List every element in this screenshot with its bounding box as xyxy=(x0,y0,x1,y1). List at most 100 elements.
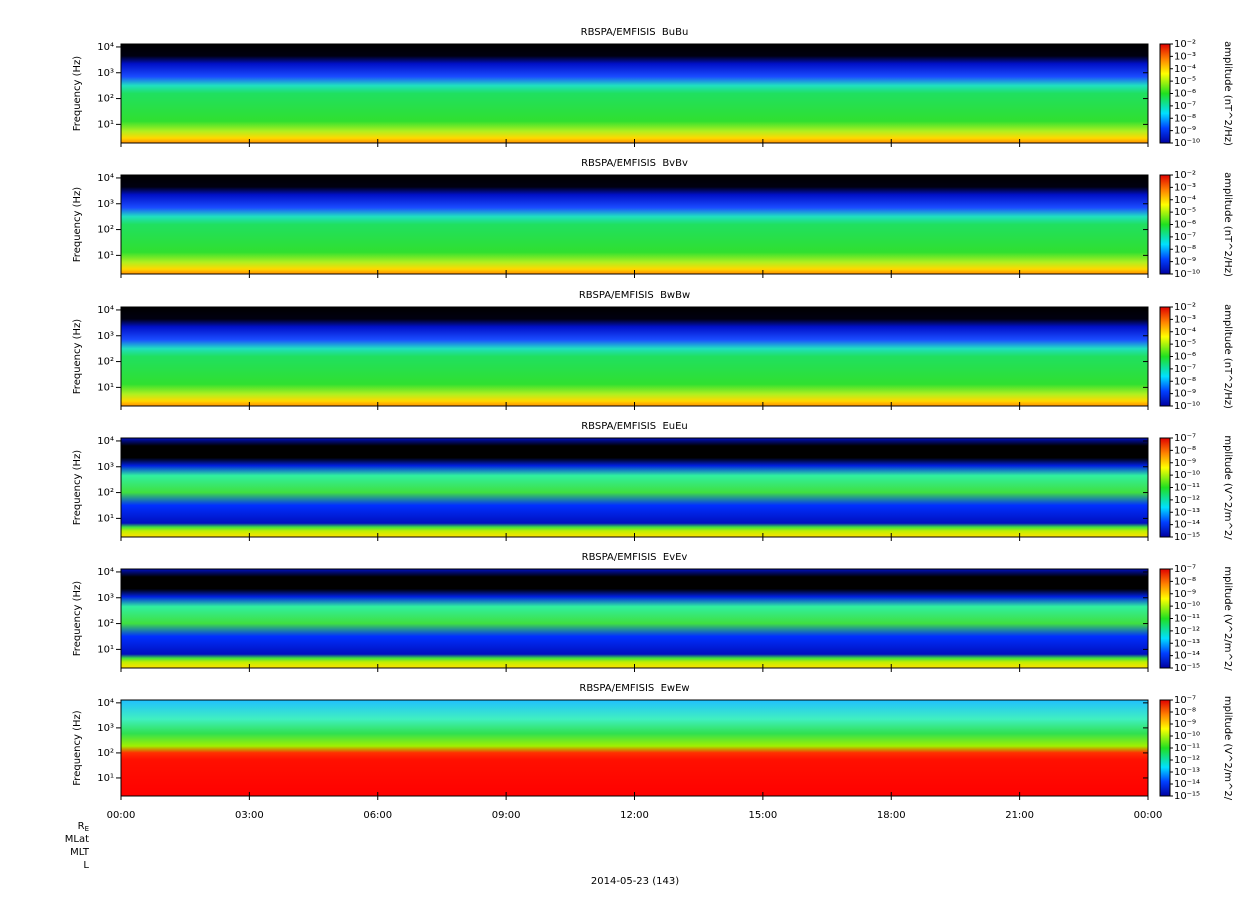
panel: RBSPA/EMFISIS BwBw Frequency (Hz) 10¹ 10² 10… xyxy=(72,290,1233,412)
y-tick-label: 10² xyxy=(97,94,114,105)
x-tick-label: 15:00 xyxy=(748,810,777,821)
y-axis-label: Frequency (Hz) xyxy=(72,56,83,132)
panel: RBSPA/EMFISIS BvBv Frequency (Hz) 10¹ 10² 10… xyxy=(72,158,1233,280)
colorbar-tick-label: 10⁻⁴ xyxy=(1174,327,1196,338)
y-axis-label: Frequency (Hz) xyxy=(72,319,83,395)
x-tick-label: 12:00 xyxy=(620,810,649,821)
date-label: 2014-05-23 (143) xyxy=(591,876,679,887)
colorbar-tick-label: 10⁻¹² xyxy=(1174,495,1200,506)
y-tick-label: 10² xyxy=(97,357,114,368)
colorbar-label: amplitude (nT^2/Hz) xyxy=(1222,41,1233,146)
y-tick-label: 10² xyxy=(97,748,114,759)
y-tick-label: 10¹ xyxy=(97,250,114,261)
colorbar-tick-label: 10⁻¹⁴ xyxy=(1174,520,1200,531)
panel: RBSPA/EMFISIS BuBu Frequency (Hz) 10¹ 10² 10… xyxy=(72,27,1233,149)
colorbar-label: mplitude (V^2/m^2/ xyxy=(1222,566,1233,671)
y-axis-label: Frequency (Hz) xyxy=(72,581,83,657)
colorbar-tick-label: 10⁻⁶ xyxy=(1174,89,1196,100)
colorbar xyxy=(1160,700,1170,796)
colorbar xyxy=(1160,569,1170,668)
colorbar-tick-label: 10⁻² xyxy=(1174,39,1196,50)
y-tick-label: 10¹ xyxy=(97,513,114,524)
panel: RBSPA/EMFISIS EvEv Frequency (Hz) 10¹ 10² 10… xyxy=(72,552,1233,674)
colorbar-tick-label: 10⁻¹¹ xyxy=(1174,743,1200,754)
colorbar-tick-label: 10⁻⁸ xyxy=(1174,576,1196,587)
x-tick-label: 18:00 xyxy=(877,810,906,821)
colorbar-tick-label: 10⁻⁵ xyxy=(1174,339,1196,350)
re-subscript: E xyxy=(85,825,89,833)
x-tick-label: 09:00 xyxy=(492,810,521,821)
colorbar-label: amplitude (nT^2/Hz) xyxy=(1222,172,1233,277)
y-tick-label: 10⁴ xyxy=(97,436,114,447)
colorbar-tick-label: 10⁻⁸ xyxy=(1174,376,1196,387)
panel: RBSPA/EMFISIS EwEw Frequency (Hz) 10¹ 10² 10… xyxy=(72,683,1233,821)
x-tick-label: 21:00 xyxy=(1005,810,1034,821)
y-tick-label: 10¹ xyxy=(97,773,114,784)
spectrogram-image xyxy=(121,569,1148,668)
colorbar-tick-label: 10⁻⁷ xyxy=(1174,101,1196,112)
y-tick-label: 10² xyxy=(97,619,114,630)
colorbar-tick-label: 10⁻¹⁰ xyxy=(1174,269,1200,280)
colorbar-tick-label: 10⁻¹⁵ xyxy=(1174,663,1200,674)
colorbar-tick-label: 10⁻⁸ xyxy=(1174,445,1196,456)
colorbar-tick-label: 10⁻⁹ xyxy=(1174,589,1196,600)
colorbar-label: mplitude (V^2/m^2/ xyxy=(1222,696,1233,801)
x-tick-label: 00:00 xyxy=(1134,810,1163,821)
colorbar-tick-label: 10⁻¹³ xyxy=(1174,767,1200,778)
re-base: R xyxy=(78,821,85,832)
colorbar-tick-label: 10⁻¹⁵ xyxy=(1174,532,1200,543)
y-tick-label: 10³ xyxy=(97,462,114,473)
panel-title: RBSPA/EMFISIS BwBw xyxy=(579,290,690,301)
colorbar-tick-label: 10⁻⁴ xyxy=(1174,195,1196,206)
colorbar-tick-label: 10⁻⁸ xyxy=(1174,244,1196,255)
colorbar-tick-label: 10⁻¹³ xyxy=(1174,507,1200,518)
colorbar-label: amplitude (nT^2/Hz) xyxy=(1222,304,1233,409)
spectrogram-image xyxy=(121,44,1148,143)
y-tick-label: 10¹ xyxy=(97,644,114,655)
colorbar xyxy=(1160,438,1170,537)
colorbar-tick-label: 10⁻⁴ xyxy=(1174,64,1196,75)
colorbar-tick-label: 10⁻¹⁵ xyxy=(1174,791,1200,802)
footer: RE MLat MLT L 2014-05-23 (143) xyxy=(65,821,679,887)
row-label: L xyxy=(83,860,89,871)
panel-title: RBSPA/EMFISIS BvBv xyxy=(581,158,688,169)
colorbar-tick-label: 10⁻¹² xyxy=(1174,626,1200,637)
colorbar-tick-label: 10⁻⁷ xyxy=(1174,232,1196,243)
panel: RBSPA/EMFISIS EuEu Frequency (Hz) 10¹ 10² 10… xyxy=(72,421,1233,543)
colorbar-tick-label: 10⁻¹¹ xyxy=(1174,483,1200,494)
colorbar-tick-label: 10⁻¹⁰ xyxy=(1174,138,1200,149)
y-tick-label: 10² xyxy=(97,488,114,499)
colorbar-tick-label: 10⁻¹¹ xyxy=(1174,614,1200,625)
colorbar-tick-label: 10⁻⁹ xyxy=(1174,719,1196,730)
spectrogram-image xyxy=(121,307,1148,406)
colorbar-tick-label: 10⁻¹⁴ xyxy=(1174,651,1200,662)
colorbar-tick-label: 10⁻¹⁰ xyxy=(1174,470,1200,481)
y-tick-label: 10³ xyxy=(97,331,114,342)
colorbar-tick-label: 10⁻⁹ xyxy=(1174,126,1196,137)
y-axis-label: Frequency (Hz) xyxy=(72,710,83,786)
colorbar-tick-label: 10⁻⁶ xyxy=(1174,220,1196,231)
colorbar-tick-label: 10⁻¹³ xyxy=(1174,638,1200,649)
panel-title: RBSPA/EMFISIS EwEw xyxy=(579,683,689,694)
y-tick-label: 10⁴ xyxy=(97,567,114,578)
colorbar-tick-label: 10⁻⁹ xyxy=(1174,257,1196,268)
colorbar-tick-label: 10⁻⁵ xyxy=(1174,207,1196,218)
panel-title: RBSPA/EMFISIS EuEu xyxy=(581,421,688,432)
colorbar xyxy=(1160,175,1170,274)
colorbar-tick-label: 10⁻⁵ xyxy=(1174,76,1196,87)
colorbar xyxy=(1160,44,1170,143)
colorbar-label: mplitude (V^2/m^2/ xyxy=(1222,435,1233,540)
colorbar-tick-label: 10⁻² xyxy=(1174,170,1196,181)
y-tick-label: 10¹ xyxy=(97,119,114,130)
colorbar-tick-label: 10⁻⁸ xyxy=(1174,707,1196,718)
y-tick-label: 10⁴ xyxy=(97,173,114,184)
colorbar-tick-label: 10⁻¹⁴ xyxy=(1174,779,1200,790)
colorbar-tick-label: 10⁻² xyxy=(1174,302,1196,313)
colorbar-tick-label: 10⁻⁹ xyxy=(1174,458,1196,469)
colorbar-tick-label: 10⁻¹⁰ xyxy=(1174,401,1200,412)
y-tick-label: 10⁴ xyxy=(97,42,114,53)
x-tick-label: 00:00 xyxy=(107,810,136,821)
row-label: MLat xyxy=(65,834,89,845)
colorbar-tick-label: 10⁻³ xyxy=(1174,314,1196,325)
